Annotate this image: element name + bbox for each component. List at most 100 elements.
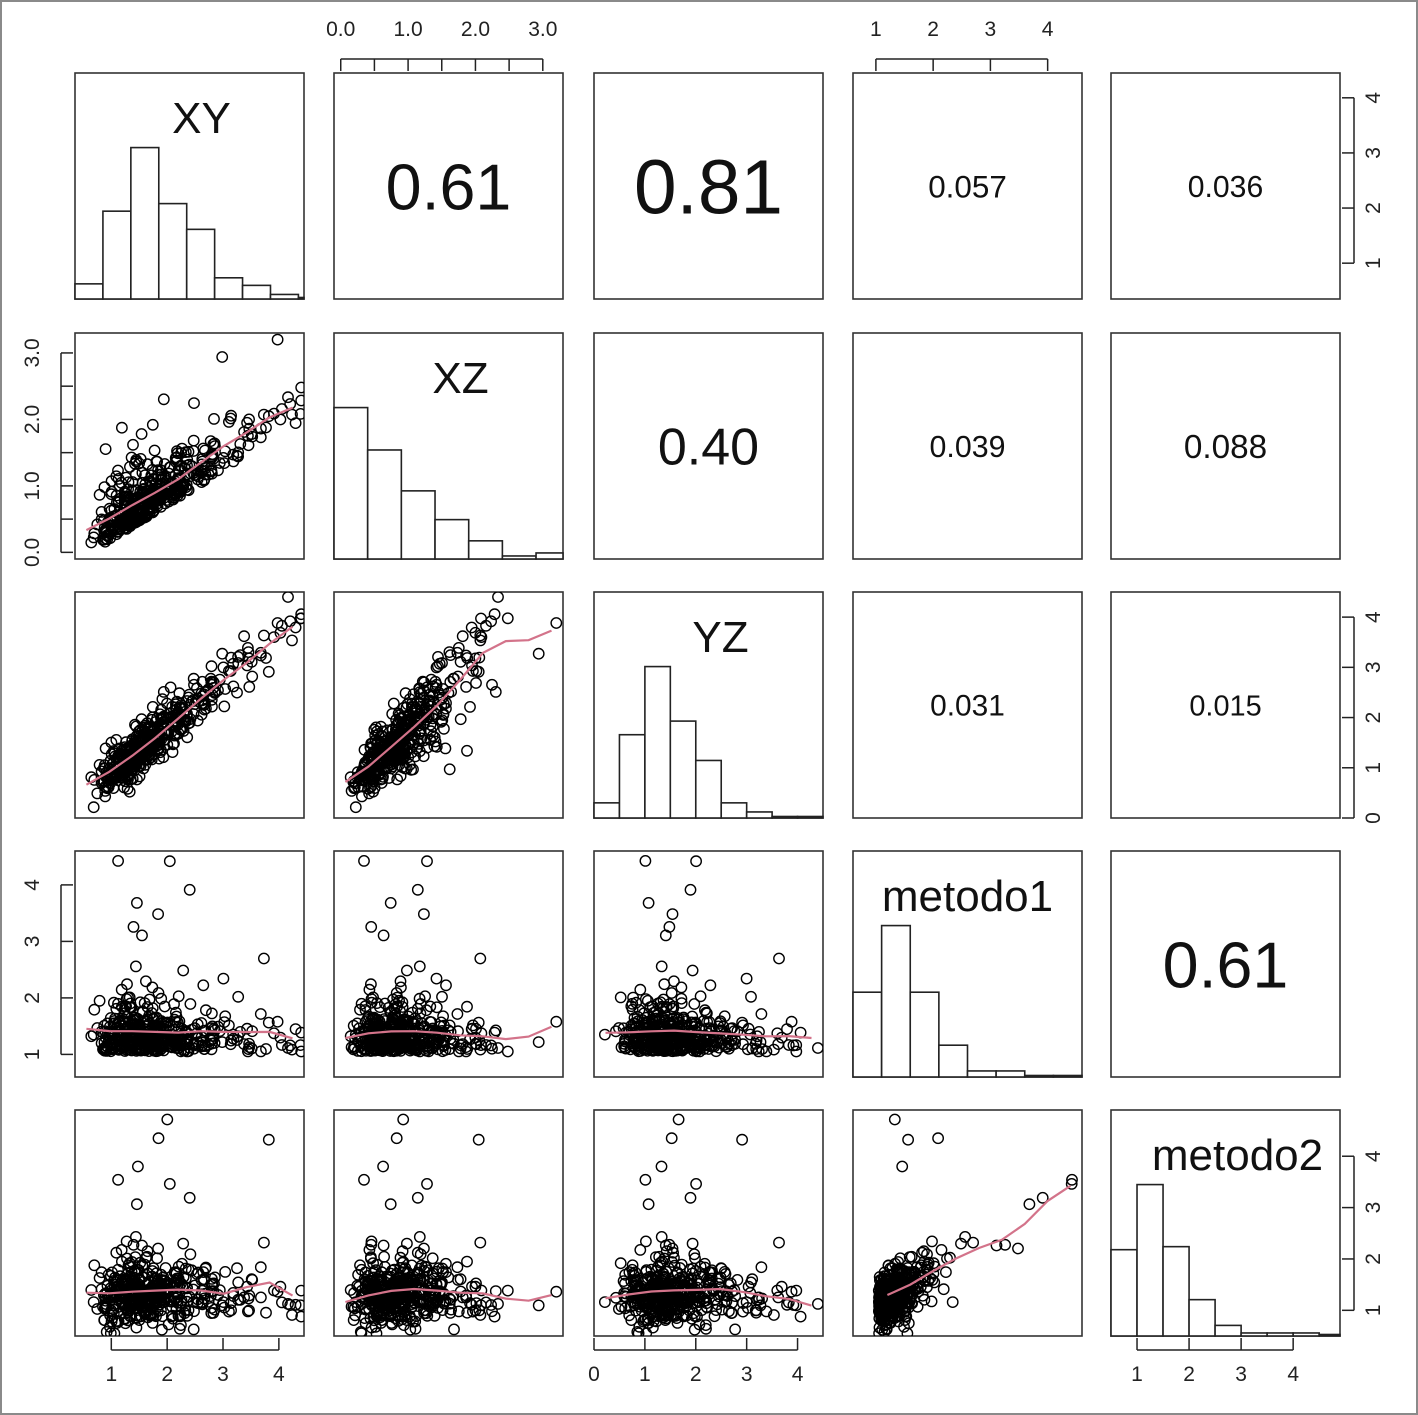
point xyxy=(190,1027,203,1040)
point xyxy=(891,1264,904,1277)
point xyxy=(400,964,413,977)
point xyxy=(107,1290,120,1303)
panel-yz-metodo1: 0.031 xyxy=(852,591,1083,819)
point xyxy=(790,1045,803,1058)
point xyxy=(667,1246,679,1259)
point xyxy=(242,646,255,658)
point xyxy=(501,612,514,625)
point xyxy=(176,442,188,455)
point xyxy=(686,1018,699,1031)
point xyxy=(916,1246,928,1259)
point xyxy=(158,1000,171,1013)
point xyxy=(104,1327,117,1336)
point xyxy=(474,629,487,642)
point xyxy=(614,991,627,1004)
point xyxy=(917,1271,929,1284)
panel-yz-xy xyxy=(74,591,305,819)
point xyxy=(631,1274,644,1286)
panel-xz-xz: XZ xyxy=(333,332,564,560)
point xyxy=(295,1026,304,1039)
diag-label-yz: YZ xyxy=(692,613,748,662)
point xyxy=(666,1242,679,1255)
point xyxy=(896,1160,909,1173)
point xyxy=(650,1005,662,1018)
panel-xy-xy: XY xyxy=(74,72,305,300)
point xyxy=(435,715,448,728)
point xyxy=(451,1261,464,1274)
point xyxy=(698,1295,710,1308)
point xyxy=(417,908,430,920)
point xyxy=(101,782,114,795)
hist-bar-xz xyxy=(366,449,403,560)
point xyxy=(1012,1242,1024,1255)
point xyxy=(677,1296,690,1309)
point xyxy=(91,1303,104,1315)
point xyxy=(690,1178,702,1190)
left-tick-label: 1 xyxy=(21,1049,44,1061)
point xyxy=(99,1302,112,1315)
top-tick-label: 1.0 xyxy=(393,18,422,41)
point xyxy=(195,1040,208,1053)
point xyxy=(260,1043,272,1055)
point xyxy=(295,1310,304,1323)
point xyxy=(812,1298,823,1310)
point xyxy=(501,1284,514,1297)
panel-frame xyxy=(852,332,1083,560)
point xyxy=(461,1000,473,1013)
point xyxy=(162,708,175,720)
top-tick-label: 2 xyxy=(927,18,939,41)
point xyxy=(911,1300,924,1313)
point xyxy=(429,735,442,748)
point xyxy=(148,1036,161,1049)
point xyxy=(486,1305,498,1318)
point xyxy=(190,682,203,695)
point xyxy=(472,1133,485,1146)
point xyxy=(274,413,287,426)
point xyxy=(109,1271,121,1284)
point xyxy=(644,1037,657,1050)
point xyxy=(492,592,504,603)
point xyxy=(715,1024,728,1037)
panel-xy-yz: 0.81 xyxy=(593,72,824,300)
point xyxy=(175,1033,188,1046)
panel-xz-yz: 0.40 xyxy=(593,332,824,560)
point xyxy=(619,1302,631,1315)
hist-bar-yz xyxy=(771,815,799,819)
point xyxy=(532,1036,545,1049)
point xyxy=(394,770,407,782)
point xyxy=(179,1272,192,1285)
point xyxy=(378,1029,391,1042)
hist-bar-metodo2 xyxy=(1240,1332,1268,1337)
point xyxy=(358,1043,371,1056)
point xyxy=(390,1132,403,1145)
point xyxy=(768,1309,780,1321)
smooth-line xyxy=(86,1027,293,1040)
top-tick-label: 3.0 xyxy=(528,18,557,41)
point xyxy=(488,608,501,621)
point xyxy=(85,1030,98,1043)
point xyxy=(282,391,294,404)
corr-xy-metodo1: 0.057 xyxy=(928,169,1007,204)
point xyxy=(218,700,231,713)
point xyxy=(358,1312,371,1325)
point xyxy=(443,1019,456,1032)
point xyxy=(882,1259,895,1272)
point xyxy=(401,698,414,711)
point xyxy=(282,1042,294,1054)
point xyxy=(926,1235,938,1248)
point xyxy=(599,1296,611,1309)
point xyxy=(110,470,123,483)
point xyxy=(349,801,362,814)
point xyxy=(136,929,148,942)
point xyxy=(888,1113,901,1126)
point xyxy=(454,655,467,668)
point xyxy=(671,1043,683,1056)
point xyxy=(411,883,424,896)
point xyxy=(208,437,221,450)
point xyxy=(691,1281,703,1294)
point xyxy=(112,855,125,867)
point xyxy=(241,1045,254,1058)
hist-bar-metodo1 xyxy=(909,991,940,1078)
point xyxy=(461,652,474,664)
